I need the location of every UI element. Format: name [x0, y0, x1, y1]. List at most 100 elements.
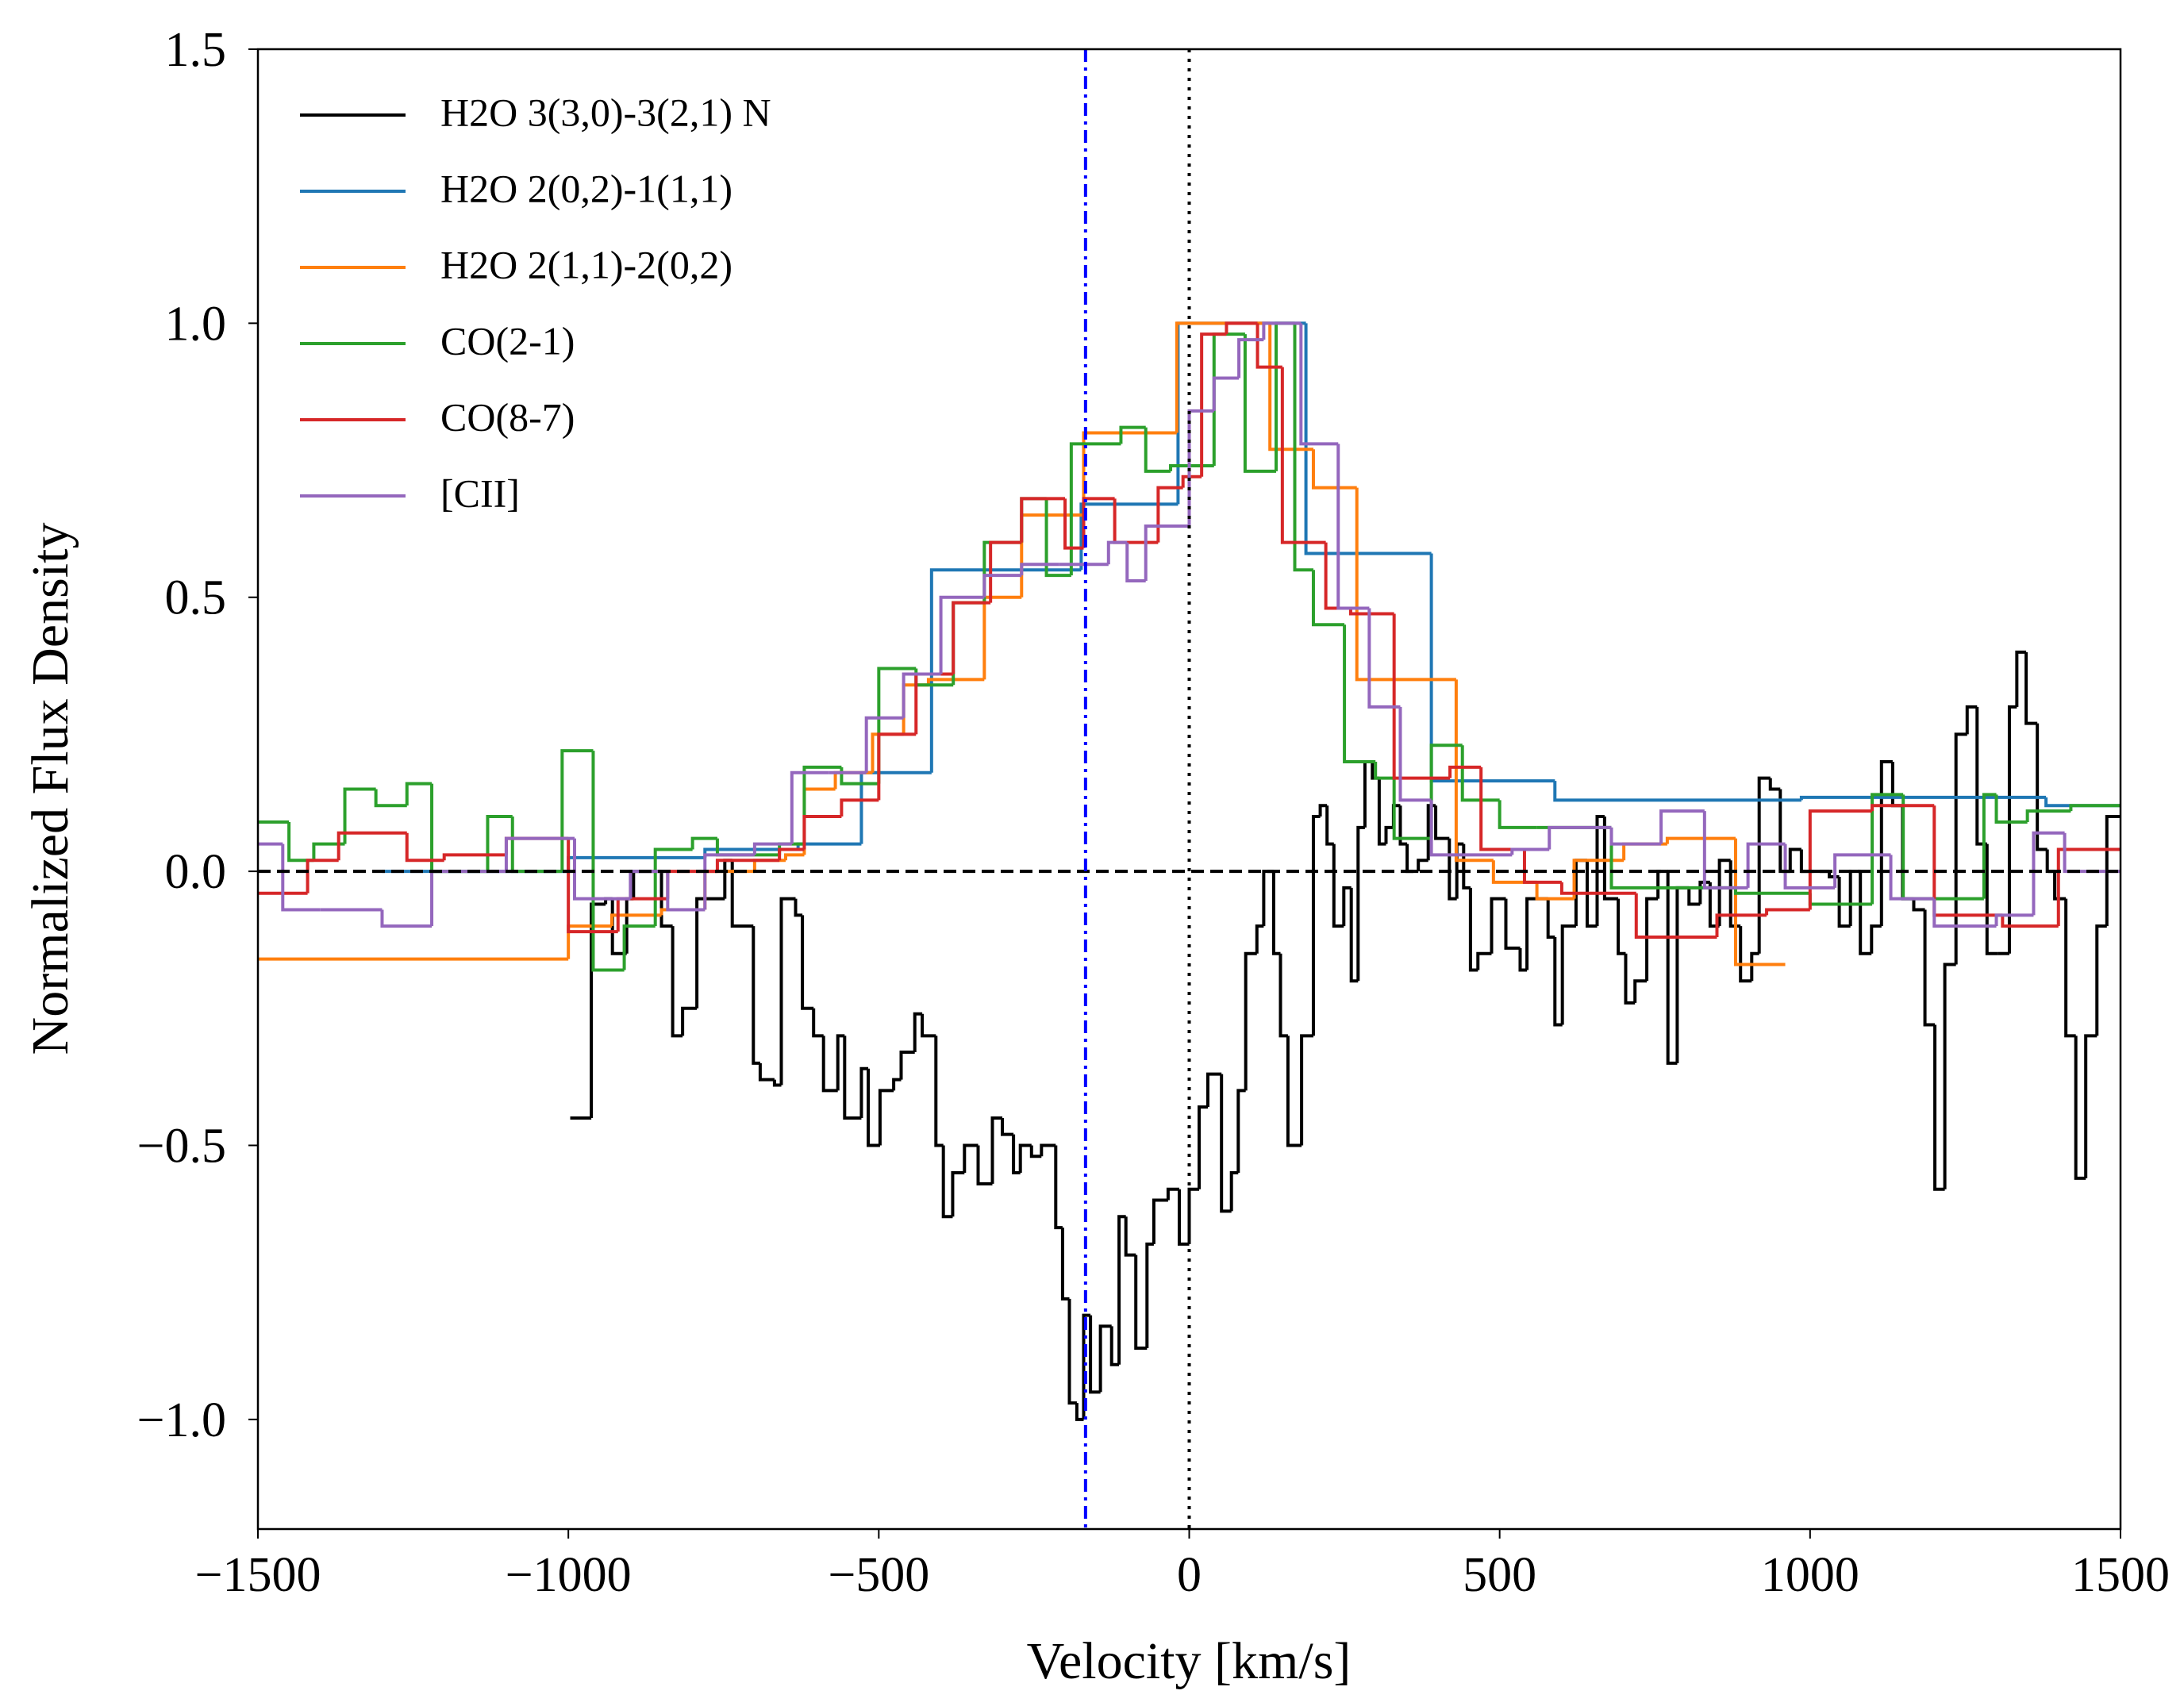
step-segment — [1889, 855, 1935, 901]
step-segment — [1119, 425, 1146, 444]
step-segment — [1152, 1198, 1168, 1244]
step-segment — [1609, 827, 1662, 846]
step-segment — [609, 913, 662, 927]
step-segment — [1799, 795, 2047, 801]
legend-label: CO(8-7) — [440, 394, 575, 439]
step-segment — [929, 568, 1082, 773]
step-segment — [1377, 778, 1386, 846]
step-segment — [1535, 882, 1575, 901]
step-segment — [1434, 805, 1450, 840]
step-segment — [590, 902, 606, 1118]
step-segment — [1244, 951, 1257, 1091]
step-segment — [1546, 898, 1555, 939]
step-segment — [1982, 793, 1997, 899]
step-segment — [758, 1062, 775, 1082]
step-segment — [1746, 842, 1786, 888]
step-segment — [840, 798, 879, 817]
step-segment — [951, 1171, 965, 1217]
step-segment — [1020, 497, 1066, 543]
step-segment — [1548, 825, 1612, 850]
step-segment — [1144, 427, 1171, 473]
step-segment — [703, 853, 755, 910]
step-segment — [336, 831, 407, 861]
x-tick-label: −500 — [828, 1548, 929, 1602]
step-segment — [1384, 825, 1394, 844]
step-segment — [1229, 1171, 1239, 1212]
step-segment — [1398, 805, 1408, 846]
step-segment — [405, 782, 433, 806]
step-segment — [1098, 1324, 1112, 1393]
step-segment — [1054, 1145, 1063, 1230]
step-segment — [2015, 650, 2027, 707]
step-segment — [1336, 444, 1370, 610]
step-segment — [1933, 1024, 1945, 1191]
step-segment — [730, 860, 754, 928]
step-segment — [1177, 1189, 1190, 1246]
step-segment — [1200, 332, 1227, 477]
step-segment — [1117, 1215, 1126, 1365]
step-segment — [1205, 1072, 1222, 1108]
step-segment — [1012, 1134, 1021, 1175]
step-segment — [2053, 871, 2067, 901]
step-segment — [2025, 809, 2071, 822]
step-segment — [1808, 809, 1873, 910]
step-segment — [1783, 843, 1836, 890]
step-segment — [281, 843, 321, 912]
step-segment — [1994, 913, 2034, 927]
step-segment — [779, 897, 796, 1085]
step-segment — [1624, 953, 1636, 1005]
step-segment — [867, 1068, 880, 1147]
step-segment — [1212, 376, 1240, 411]
step-segment — [2056, 847, 2121, 927]
step-segment — [783, 853, 805, 861]
step-segment — [690, 836, 717, 850]
step-segment — [802, 815, 842, 850]
step-segment — [1490, 897, 1506, 954]
step-segment — [1020, 563, 1059, 576]
axes-frame — [256, 48, 2122, 1531]
step-segment — [990, 1116, 1003, 1184]
step-segment — [1063, 498, 1084, 550]
y-tick-label: −1.0 — [137, 1393, 226, 1447]
x-tick-label: −1500 — [195, 1548, 321, 1602]
step-segment — [1717, 859, 1731, 927]
legend-label: H2O 3(3,0)-3(2,1) N — [440, 90, 771, 134]
step-segment — [1268, 323, 1313, 451]
step-segment — [1454, 679, 1494, 863]
step-segment — [486, 815, 513, 872]
step-segment — [1870, 924, 1882, 954]
step-segment — [1559, 882, 1636, 895]
step-segment — [1069, 442, 1121, 576]
step-segment — [715, 859, 780, 872]
step-segment — [560, 749, 594, 872]
step-segment — [591, 751, 625, 972]
step-segment — [1311, 815, 1321, 1036]
step-segment — [1082, 1313, 1091, 1420]
step-segment — [1109, 1326, 1120, 1366]
step-segment — [902, 672, 941, 718]
step-segment — [572, 838, 631, 901]
step-segment — [794, 898, 803, 917]
step-segment — [2001, 915, 2059, 928]
x-axis-label: Velocity [km/s] — [1027, 1632, 1352, 1690]
step-segment — [1634, 893, 1717, 939]
legend-label: CO(2-1) — [440, 318, 575, 363]
step-segment — [1510, 847, 1550, 855]
step-segment — [1871, 804, 1935, 812]
step-segment — [1278, 953, 1288, 1038]
step-segment — [1837, 877, 1851, 928]
step-segment — [1702, 811, 1748, 890]
y-tick-label: 1.5 — [165, 23, 227, 77]
step-segment — [1349, 887, 1359, 983]
step-segment — [1448, 765, 1482, 778]
step-segment — [1932, 898, 1997, 928]
step-segment — [1398, 706, 1432, 802]
step-segment — [1659, 809, 1705, 844]
step-segment — [1255, 924, 1264, 954]
step-segment — [1965, 705, 1978, 735]
step-segment — [1985, 843, 1998, 955]
step-segment — [2074, 1036, 2086, 1180]
step-segment — [2007, 705, 2017, 954]
step-segment — [1448, 838, 1457, 901]
